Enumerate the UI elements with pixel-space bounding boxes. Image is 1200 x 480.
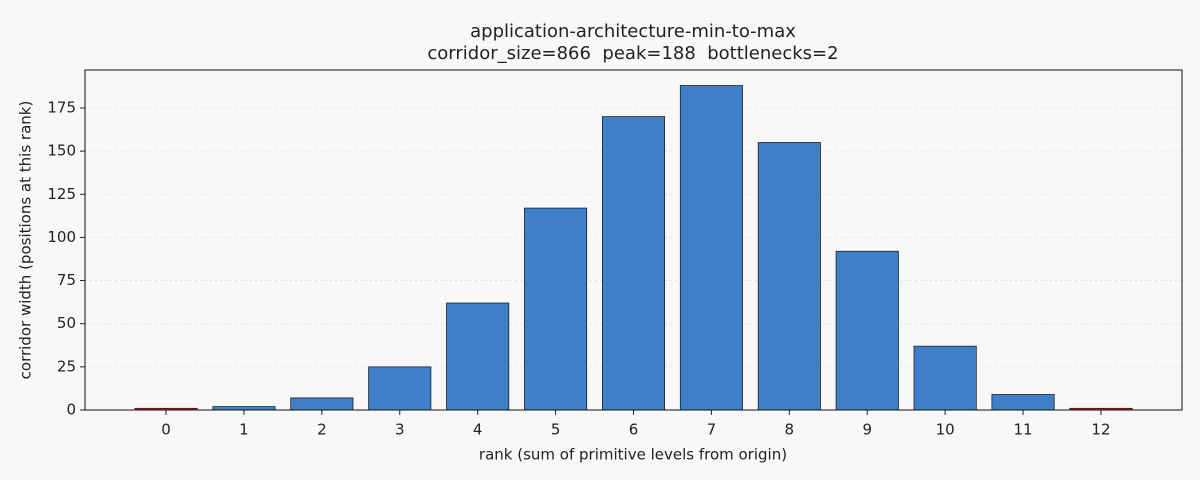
y-tick-label: 75 xyxy=(57,271,76,289)
bar xyxy=(835,250,899,411)
x-tick-label: 12 xyxy=(1091,421,1110,439)
x-tick-label: 0 xyxy=(161,421,171,439)
x-tick-label: 3 xyxy=(395,421,405,439)
chart-title: application-architecture-min-to-max xyxy=(470,21,796,42)
plot-frame xyxy=(84,69,1183,411)
y-tick-label: 175 xyxy=(47,98,76,116)
x-axis-label: rank (sum of primitive levels from origi… xyxy=(479,446,787,464)
y-tick-label: 100 xyxy=(47,228,76,246)
y-tick-label: 25 xyxy=(57,357,76,375)
x-tick-label: 10 xyxy=(936,421,955,439)
x-tick-label: 7 xyxy=(707,421,717,439)
y-tick-label: 125 xyxy=(47,185,76,203)
bar xyxy=(368,366,432,411)
bar xyxy=(446,302,510,411)
x-tick-label: 1 xyxy=(239,421,249,439)
bar xyxy=(601,116,666,411)
y-tick-label: 0 xyxy=(66,401,76,419)
x-tick-label: 4 xyxy=(473,421,483,439)
chart-subtitle: corridor_size=866 peak=188 bottlenecks=2 xyxy=(427,43,838,64)
bar xyxy=(991,394,1055,411)
x-tick-label: 2 xyxy=(317,421,327,439)
bar xyxy=(913,345,977,411)
y-tick-label: 50 xyxy=(57,314,76,332)
x-tick-label: 9 xyxy=(862,421,872,439)
bar xyxy=(212,406,276,411)
x-tick-label: 8 xyxy=(785,421,795,439)
bar xyxy=(757,142,821,411)
bar xyxy=(679,85,743,411)
x-tick-label: 6 xyxy=(629,421,639,439)
x-tick-label: 11 xyxy=(1014,421,1033,439)
y-axis-label: corridor width (positions at this rank) xyxy=(17,101,35,380)
x-tick-label: 5 xyxy=(551,421,561,439)
bar xyxy=(290,397,354,411)
bar xyxy=(524,207,588,411)
y-tick-label: 150 xyxy=(47,142,76,160)
